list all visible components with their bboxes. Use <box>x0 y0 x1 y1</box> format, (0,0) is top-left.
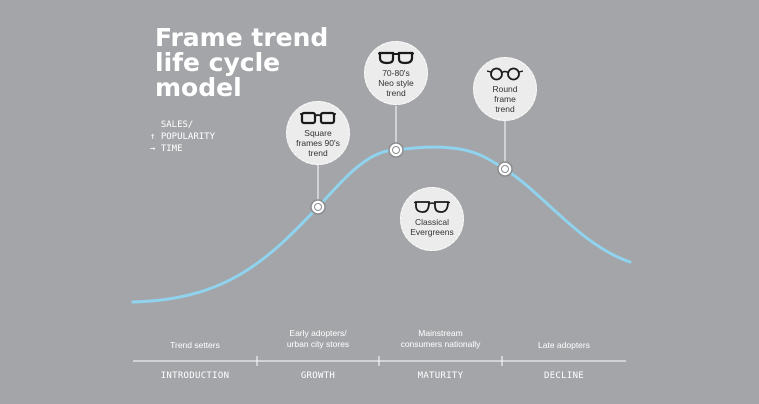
stage-name-growth: GROWTH <box>300 371 336 381</box>
point-square <box>310 199 326 215</box>
stage-desc-maturity: Mainstream consumers nationally <box>379 328 502 350</box>
bubble-classical-line-1: Classical <box>414 217 449 227</box>
bubble-round-line-1: Round <box>492 84 518 94</box>
bubble-neo-line-1: 70-80's <box>382 68 410 78</box>
bubble-classical: Classical Evergreens <box>400 187 464 251</box>
trend-curve <box>131 145 632 304</box>
bubble-round-line-2: frame <box>494 94 516 104</box>
stage-desc-maturity-line-2: consumers nationally <box>400 339 481 349</box>
stage-desc-introduction-line-1: Trend setters <box>170 340 220 350</box>
glasses-round-icon <box>487 67 523 81</box>
stage-desc-maturity-line-1: Mainstream <box>418 328 463 338</box>
legend-popularity: ↑ POPULARITY <box>150 132 216 142</box>
stage-desc-growth: Early adopters/ urban city stores <box>257 328 379 350</box>
stage-name-maturity: MATURITY <box>417 371 464 381</box>
stage-name-introduction: INTRODUCTION <box>160 371 230 381</box>
glasses-neo-icon <box>378 51 414 65</box>
bubble-round-frame: Round frame trend <box>473 57 537 121</box>
point-round <box>497 161 513 177</box>
bubble-neo-line-3: trend <box>386 88 406 98</box>
stage-desc-decline: Late adopters <box>502 340 626 351</box>
bubble-square-line-1: Square <box>304 128 332 138</box>
stage-name-decline: DECLINE <box>543 371 585 381</box>
glasses-classical-icon <box>414 201 450 213</box>
diagram-title: Frame trend life cycle model <box>155 25 355 100</box>
stage-desc-introduction: Trend setters <box>133 340 257 351</box>
title-line-1: Frame trend <box>155 23 329 52</box>
bubble-square-line-2: frames 90's <box>296 138 340 148</box>
bubble-round-line-3: trend <box>495 104 515 114</box>
bubble-square-frames: Square frames 90's trend <box>286 101 350 165</box>
bubble-neo-style: 70-80's Neo style trend <box>364 41 428 105</box>
point-neo <box>388 142 404 158</box>
title-line-3: model <box>155 73 242 102</box>
axis-legend: SALES/ ↑ POPULARITY → TIME <box>150 119 215 155</box>
bubble-square-line-3: trend <box>308 148 328 158</box>
stage-desc-growth-line-2: urban city stores <box>286 339 350 349</box>
bubble-classical-line-2: Evergreens <box>410 227 454 237</box>
stage-desc-decline-line-1: Late adopters <box>538 340 590 350</box>
glasses-square-icon <box>300 111 336 125</box>
title-line-2: life cycle <box>155 48 281 77</box>
bubble-neo-line-2: Neo style <box>378 78 414 88</box>
stage-desc-growth-line-1: Early adopters/ <box>289 328 347 338</box>
legend-sales: SALES/ <box>150 120 194 130</box>
legend-time: → TIME <box>150 144 183 154</box>
